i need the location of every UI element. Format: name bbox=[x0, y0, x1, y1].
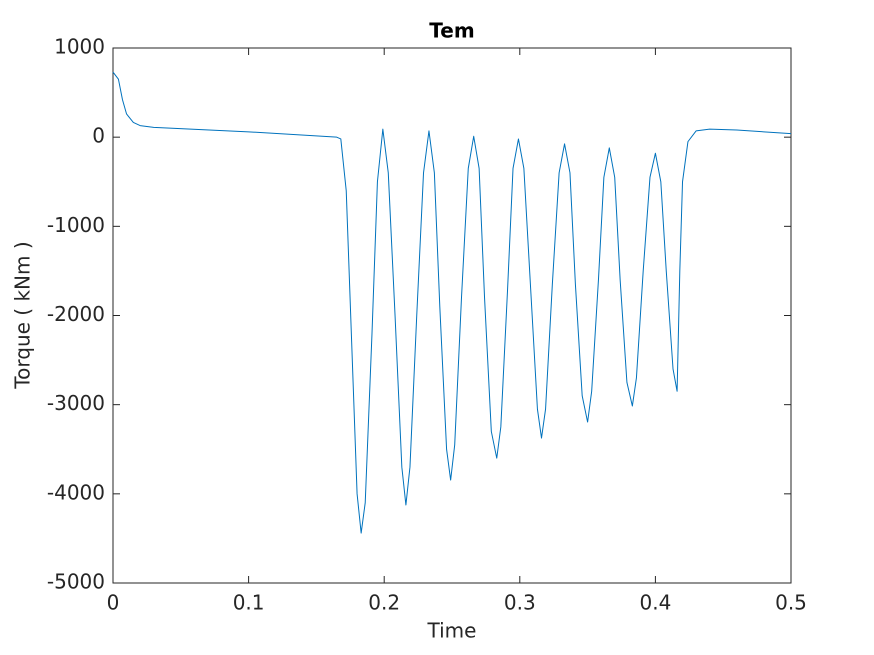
x-tick-label: 0.1 bbox=[233, 591, 265, 615]
x-tick-label: 0.2 bbox=[368, 591, 400, 615]
y-tick-label: -4000 bbox=[47, 480, 105, 504]
x-tick-label: 0 bbox=[107, 591, 120, 615]
y-tick-label: -5000 bbox=[47, 570, 105, 594]
plot-frame bbox=[112, 47, 792, 584]
x-tick-label: 0.4 bbox=[639, 591, 671, 615]
y-tick-label: 1000 bbox=[54, 35, 105, 59]
y-tick-label: -1000 bbox=[47, 213, 105, 237]
x-axis-label: Time bbox=[427, 619, 477, 643]
y-axis-label: Torque ( kNm ) bbox=[11, 241, 35, 389]
data-line bbox=[112, 71, 792, 534]
x-tick-label: 0.3 bbox=[504, 591, 536, 615]
y-tick-label: 0 bbox=[92, 124, 105, 148]
y-tick-label: -2000 bbox=[47, 302, 105, 326]
chart-title: Tem bbox=[429, 19, 474, 43]
y-tick-label: -3000 bbox=[47, 391, 105, 415]
x-tick-label: 0.5 bbox=[775, 591, 807, 615]
